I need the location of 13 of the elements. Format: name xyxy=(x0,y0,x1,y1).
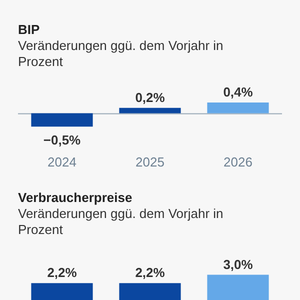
chart-subtitle: Veränderungen ggü. dem Vorjahr in Prozent xyxy=(18,38,224,70)
chart-title: Verbraucherpreise xyxy=(18,190,134,206)
chart-subtitle: Veränderungen ggü. dem Vorjahr in Prozent xyxy=(18,206,224,238)
data-label: −0,5% xyxy=(43,132,82,148)
chart-title: BIP xyxy=(18,22,41,38)
x-tick-label: 2024 xyxy=(48,154,76,170)
data-label: 0,2% xyxy=(135,90,166,105)
data-label: 0,4% xyxy=(223,84,254,100)
data-label: 3,0% xyxy=(223,256,254,272)
x-tick-label: 2026 xyxy=(224,154,252,170)
data-label: 2,2% xyxy=(135,265,166,280)
data-label: 2,2% xyxy=(47,265,78,280)
x-tick-label: 2025 xyxy=(136,154,164,170)
